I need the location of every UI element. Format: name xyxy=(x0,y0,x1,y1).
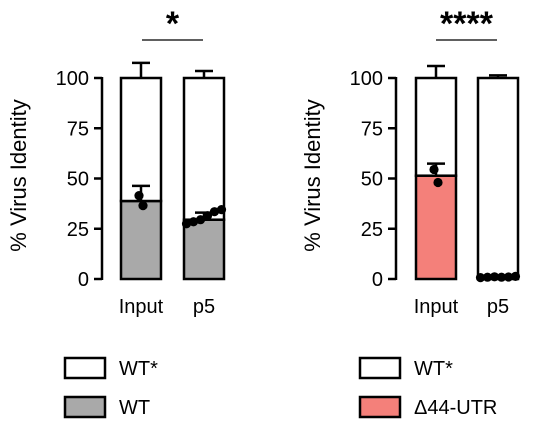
data-point xyxy=(138,201,148,211)
data-point xyxy=(475,272,486,283)
data-point xyxy=(433,177,443,188)
bar-segment xyxy=(414,174,458,281)
data-point xyxy=(482,272,493,282)
bar-segment xyxy=(119,76,163,203)
bar-segment xyxy=(414,76,458,177)
legend-1: WT* WT xyxy=(63,356,158,419)
legend-label: WT* xyxy=(119,358,158,380)
legend-2: WT* Δ44-UTR xyxy=(358,356,497,419)
x-tick-label: Input xyxy=(119,296,164,318)
significance-label: **** xyxy=(440,5,494,43)
data-point xyxy=(429,164,439,175)
y-tick-label: 25 xyxy=(67,219,89,241)
bar-segment xyxy=(119,199,163,281)
data-point xyxy=(496,272,507,282)
chart-panel-2: % Virus Identity 0 25 50 75 100 Input p5 **** xyxy=(300,5,521,318)
legend-label: WT* xyxy=(414,358,453,380)
x-tick-label: p5 xyxy=(487,296,509,318)
legend-label: Δ44-UTR xyxy=(414,397,497,419)
y-tick-label: 0 xyxy=(372,269,383,291)
legend-swatch xyxy=(358,356,402,380)
x-tick-label: p5 xyxy=(193,296,215,318)
y-tick-label: 50 xyxy=(361,169,383,191)
y-axis-label: % Virus Identity xyxy=(6,99,31,251)
data-point xyxy=(181,219,192,229)
legend-swatch xyxy=(63,395,107,419)
significance-label: * xyxy=(166,5,180,43)
bar-segment xyxy=(476,76,520,279)
data-point xyxy=(510,271,521,281)
y-tick-label: 75 xyxy=(67,118,89,140)
data-point xyxy=(209,207,220,217)
y-tick-label: 100 xyxy=(56,68,89,90)
y-tick-label: 100 xyxy=(350,68,383,90)
y-tick-label: 75 xyxy=(361,118,383,140)
legend-swatch xyxy=(63,356,107,380)
data-point xyxy=(202,211,213,221)
data-point xyxy=(503,272,514,282)
x-tick-label: Input xyxy=(414,296,459,318)
bar-segment xyxy=(182,218,226,281)
y-tick-label: 50 xyxy=(67,169,89,191)
data-point xyxy=(216,205,227,215)
legend-label: WT xyxy=(119,397,150,419)
y-tick-label: 25 xyxy=(361,219,383,241)
data-point xyxy=(195,215,206,225)
legend-swatch xyxy=(358,395,402,419)
chart-panel-1: % Virus Identity 0 25 50 75 100 Input p5 * xyxy=(6,5,227,318)
data-point xyxy=(188,217,199,227)
data-point xyxy=(134,190,144,201)
y-axis-label: % Virus Identity xyxy=(300,99,325,251)
y-tick-label: 0 xyxy=(78,269,89,291)
data-point xyxy=(489,272,500,282)
bar-segment xyxy=(182,76,226,221)
